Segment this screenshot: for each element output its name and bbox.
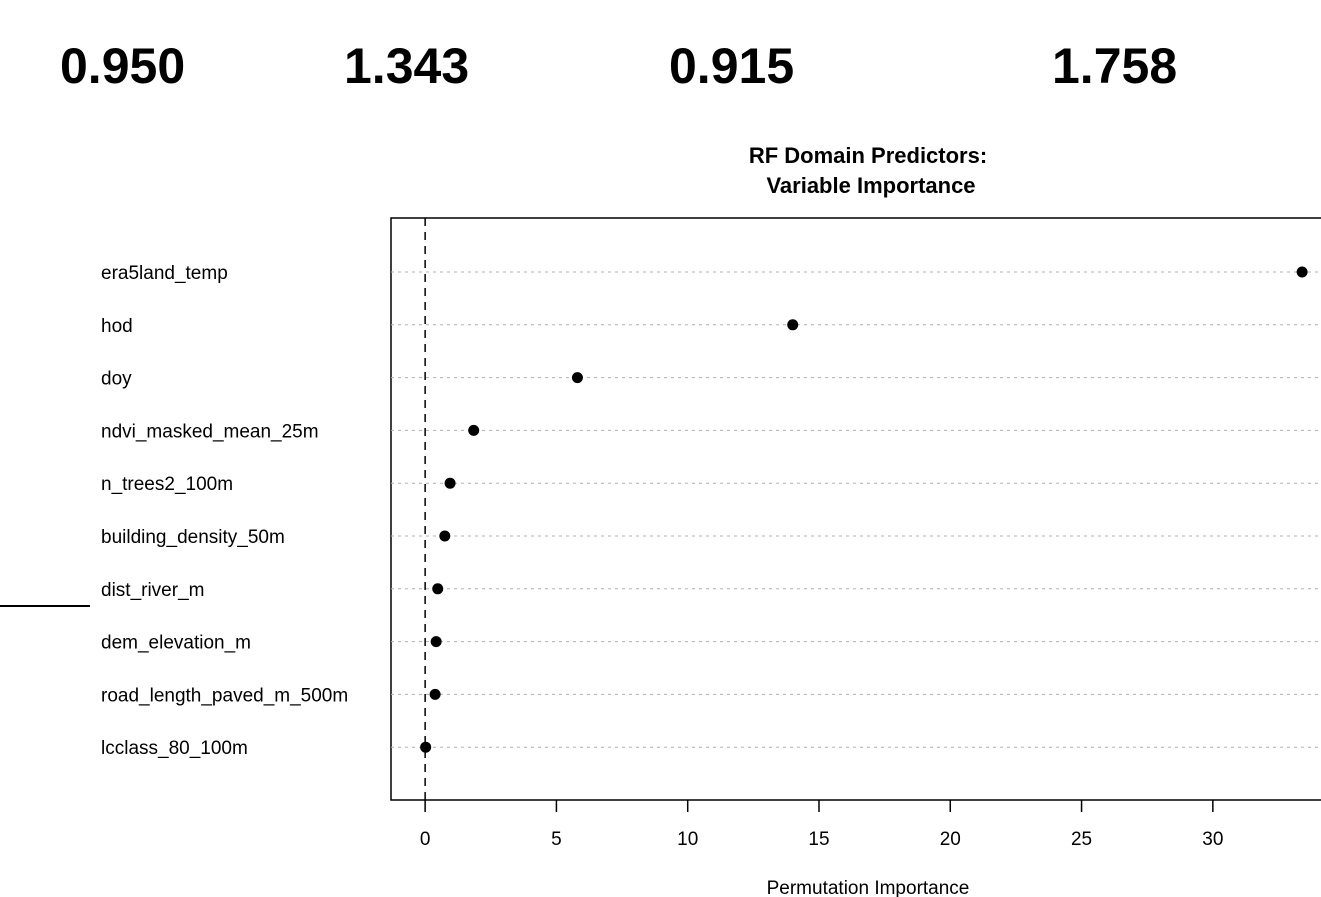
y-category-label: lcclass_80_100m	[101, 738, 248, 759]
y-category-label: hod	[101, 316, 133, 337]
x-axis-title: Permutation Importance	[767, 878, 970, 897]
x-tick-label: 20	[940, 829, 961, 850]
y-category-label: ndvi_masked_mean_25m	[101, 421, 319, 442]
x-tick-label: 25	[1071, 829, 1092, 850]
y-category-label: dem_elevation_m	[101, 633, 251, 654]
y-category-label: era5land_temp	[101, 263, 228, 284]
x-tick-label: 10	[677, 829, 698, 850]
plot-frame	[390, 217, 1321, 801]
importance-point	[429, 688, 441, 700]
x-tick-label: 0	[420, 829, 431, 850]
importance-point	[432, 583, 444, 595]
importance-point	[439, 530, 451, 542]
metric-value-4: 1.758	[1052, 38, 1178, 94]
x-tick-label: 15	[808, 829, 829, 850]
chart-title-line-2: Variable Importance	[766, 173, 975, 198]
importance-point	[468, 424, 480, 436]
importance-point	[430, 636, 442, 648]
metric-value-3: 0.915	[669, 38, 795, 94]
chart-title-line-1: RF Domain Predictors:	[749, 143, 987, 168]
y-category-label: doy	[101, 369, 132, 390]
importance-point	[1296, 266, 1308, 278]
y-category-label: road_length_paved_m_500m	[101, 685, 348, 706]
x-tick-label: 5	[551, 829, 562, 850]
metric-value-2: 1.343	[344, 38, 470, 94]
y-category-label: building_density_50m	[101, 527, 285, 548]
importance-point	[420, 741, 432, 753]
y-category-label: n_trees2_100m	[101, 474, 233, 495]
metric-value-1: 0.950	[60, 38, 186, 94]
importance-point	[571, 372, 583, 384]
x-tick-label: 30	[1202, 829, 1223, 850]
importance-point	[787, 319, 799, 331]
y-category-label: dist_river_m	[101, 580, 204, 601]
legend-stub-line	[0, 605, 90, 607]
importance-point	[444, 477, 456, 489]
